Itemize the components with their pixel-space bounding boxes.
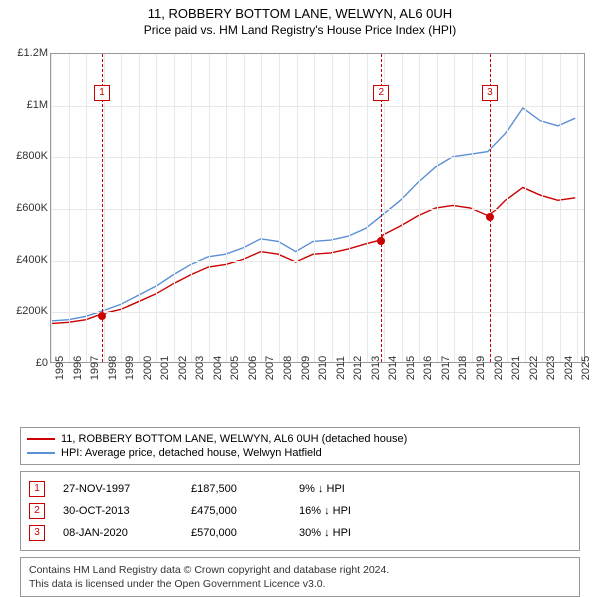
chart-subtitle: Price paid vs. HM Land Registry's House … <box>0 21 600 43</box>
event-badge: 1 <box>29 481 45 497</box>
event-badge: 3 <box>29 525 45 541</box>
xtick-label: 2009 <box>300 356 312 380</box>
xtick-label: 1995 <box>54 356 66 380</box>
xtick-label: 1999 <box>124 356 136 380</box>
footer-line: This data is licensed under the Open Gov… <box>29 577 571 591</box>
ytick-label: £0 <box>36 357 48 369</box>
event-price: £187,500 <box>191 483 281 495</box>
xtick-label: 2001 <box>159 356 171 380</box>
event-badge-plot: 2 <box>373 85 389 101</box>
xtick-label: 2020 <box>493 356 505 380</box>
footer-line: Contains HM Land Registry data © Crown c… <box>29 563 571 577</box>
legend-item: HPI: Average price, detached house, Welw… <box>27 446 573 460</box>
xtick-label: 2013 <box>370 356 382 380</box>
xtick-label: 2016 <box>422 356 434 380</box>
xtick-label: 2003 <box>194 356 206 380</box>
series-property <box>51 187 575 323</box>
legend-label: 11, ROBBERY BOTTOM LANE, WELWYN, AL6 0UH… <box>61 433 407 445</box>
xtick-label: 2008 <box>282 356 294 380</box>
xtick-label: 1998 <box>107 356 119 380</box>
xtick-label: 2007 <box>264 356 276 380</box>
legend-item: 11, ROBBERY BOTTOM LANE, WELWYN, AL6 0UH… <box>27 432 573 446</box>
legend-swatch <box>27 452 55 454</box>
ytick-label: £800K <box>16 150 48 162</box>
xtick-label: 2018 <box>457 356 469 380</box>
xtick-label: 2011 <box>335 356 347 380</box>
xtick-label: 2023 <box>545 356 557 380</box>
series-hpi <box>51 108 575 321</box>
events-table: 1 27-NOV-1997 £187,500 9% ↓ HPI 2 30-OCT… <box>20 471 580 551</box>
xtick-label: 2010 <box>317 356 329 380</box>
xtick-label: 2006 <box>247 356 259 380</box>
event-hpi: 30% ↓ HPI <box>299 527 351 539</box>
event-badge-plot: 3 <box>482 85 498 101</box>
event-date: 27-NOV-1997 <box>63 483 173 495</box>
xtick-label: 2015 <box>405 356 417 380</box>
line-series-svg <box>51 54 584 362</box>
event-price: £570,000 <box>191 527 281 539</box>
chart-container: 11, ROBBERY BOTTOM LANE, WELWYN, AL6 0UH… <box>0 0 600 590</box>
xtick-label: 2025 <box>580 356 592 380</box>
event-date: 30-OCT-2013 <box>63 505 173 517</box>
xtick-label: 2019 <box>475 356 487 380</box>
event-row: 3 08-JAN-2020 £570,000 30% ↓ HPI <box>29 522 571 544</box>
chart-area: 1 2 3 £0 £200K £400K £600K £800K £1M £1.2M 1995 19… <box>0 43 600 423</box>
event-badge: 2 <box>29 503 45 519</box>
xtick-label: 2004 <box>212 356 224 380</box>
xtick-label: 1997 <box>89 356 101 380</box>
xtick-label: 2021 <box>510 356 522 380</box>
legend-swatch <box>27 438 55 440</box>
event-row: 2 30-OCT-2013 £475,000 16% ↓ HPI <box>29 500 571 522</box>
ytick-label: £400K <box>16 254 48 266</box>
ytick-label: £1M <box>27 99 48 111</box>
ytick-label: £600K <box>16 202 48 214</box>
xtick-label: 2005 <box>229 356 241 380</box>
event-hpi: 16% ↓ HPI <box>299 505 351 517</box>
xtick-label: 1996 <box>72 356 84 380</box>
price-marker <box>98 312 106 320</box>
event-date: 08-JAN-2020 <box>63 527 173 539</box>
event-hpi: 9% ↓ HPI <box>299 483 345 495</box>
xtick-label: 2000 <box>142 356 154 380</box>
legend-label: HPI: Average price, detached house, Welw… <box>61 447 322 459</box>
ytick-label: £200K <box>16 305 48 317</box>
plot-area: 1 2 3 <box>50 53 585 363</box>
price-marker <box>486 213 494 221</box>
xtick-label: 2024 <box>563 356 575 380</box>
xtick-label: 2014 <box>387 356 399 380</box>
price-marker <box>377 237 385 245</box>
xtick-label: 2017 <box>440 356 452 380</box>
xtick-label: 2022 <box>528 356 540 380</box>
chart-title: 11, ROBBERY BOTTOM LANE, WELWYN, AL6 0UH <box>0 0 600 21</box>
event-badge-plot: 1 <box>94 85 110 101</box>
xtick-label: 2012 <box>352 356 364 380</box>
event-row: 1 27-NOV-1997 £187,500 9% ↓ HPI <box>29 478 571 500</box>
xtick-label: 2002 <box>177 356 189 380</box>
ytick-label: £1.2M <box>17 47 48 59</box>
footer-attribution: Contains HM Land Registry data © Crown c… <box>20 557 580 597</box>
event-price: £475,000 <box>191 505 281 517</box>
legend: 11, ROBBERY BOTTOM LANE, WELWYN, AL6 0UH… <box>20 427 580 465</box>
